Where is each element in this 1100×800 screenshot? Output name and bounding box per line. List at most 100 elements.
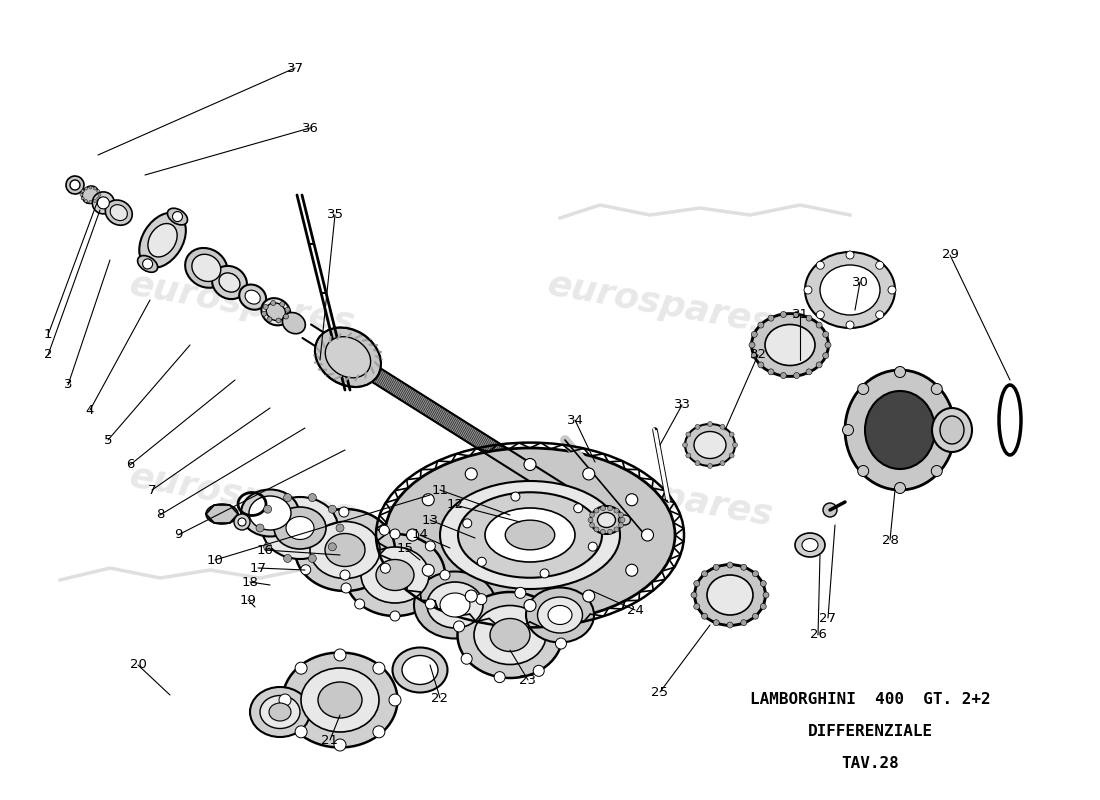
Ellipse shape — [393, 647, 448, 693]
Circle shape — [515, 587, 526, 598]
Text: 13: 13 — [421, 514, 439, 526]
Circle shape — [234, 514, 250, 530]
Circle shape — [858, 466, 869, 477]
Ellipse shape — [301, 668, 380, 732]
Ellipse shape — [318, 682, 362, 718]
Circle shape — [702, 614, 707, 619]
Text: eurospares: eurospares — [544, 267, 776, 341]
Circle shape — [816, 322, 822, 328]
Circle shape — [707, 422, 713, 426]
Circle shape — [534, 666, 544, 676]
Ellipse shape — [940, 416, 964, 444]
Ellipse shape — [345, 534, 446, 616]
Circle shape — [336, 524, 344, 532]
Circle shape — [524, 458, 536, 470]
Text: 7: 7 — [147, 483, 156, 497]
Circle shape — [97, 197, 100, 200]
Circle shape — [381, 563, 390, 574]
Circle shape — [740, 564, 747, 570]
Circle shape — [94, 199, 97, 202]
Circle shape — [85, 187, 88, 190]
Circle shape — [465, 590, 477, 602]
Text: 16: 16 — [256, 543, 274, 557]
Circle shape — [618, 512, 624, 518]
Circle shape — [340, 570, 350, 580]
Circle shape — [97, 190, 100, 193]
Ellipse shape — [219, 273, 240, 292]
Ellipse shape — [490, 618, 530, 651]
Ellipse shape — [820, 265, 880, 315]
Circle shape — [267, 317, 272, 322]
Ellipse shape — [212, 266, 248, 299]
Circle shape — [691, 592, 697, 598]
Circle shape — [720, 461, 725, 466]
Circle shape — [262, 311, 266, 316]
Text: 2: 2 — [44, 349, 53, 362]
Ellipse shape — [466, 599, 534, 654]
Circle shape — [354, 599, 364, 609]
Circle shape — [295, 662, 307, 674]
Circle shape — [858, 383, 869, 394]
Circle shape — [590, 512, 595, 518]
Circle shape — [264, 543, 272, 551]
Ellipse shape — [591, 506, 623, 534]
Circle shape — [341, 583, 351, 593]
Circle shape — [614, 527, 619, 532]
Text: 33: 33 — [673, 398, 691, 411]
Ellipse shape — [241, 490, 299, 537]
Ellipse shape — [427, 582, 483, 628]
Circle shape — [354, 541, 364, 551]
Circle shape — [729, 453, 734, 458]
Text: 17: 17 — [250, 562, 266, 574]
Circle shape — [816, 362, 822, 368]
Circle shape — [793, 311, 800, 318]
Circle shape — [932, 383, 943, 394]
Ellipse shape — [526, 587, 594, 642]
Ellipse shape — [414, 571, 496, 638]
Circle shape — [279, 302, 285, 306]
Circle shape — [694, 581, 700, 586]
Text: 9: 9 — [174, 529, 183, 542]
Circle shape — [727, 562, 733, 568]
Circle shape — [843, 425, 854, 435]
Circle shape — [804, 286, 812, 294]
Text: eurospares: eurospares — [126, 459, 358, 533]
Ellipse shape — [283, 653, 397, 747]
Circle shape — [685, 453, 691, 458]
Circle shape — [806, 369, 812, 375]
Ellipse shape — [324, 534, 365, 566]
Circle shape — [793, 373, 800, 378]
Ellipse shape — [597, 513, 616, 527]
Ellipse shape — [802, 538, 818, 551]
Circle shape — [894, 366, 905, 378]
Text: 4: 4 — [86, 403, 95, 417]
Circle shape — [256, 524, 264, 532]
Circle shape — [238, 518, 246, 526]
Ellipse shape — [310, 522, 380, 578]
Text: 37: 37 — [286, 62, 304, 74]
Text: 8: 8 — [156, 509, 164, 522]
Ellipse shape — [795, 533, 825, 557]
Text: eurospares: eurospares — [126, 267, 358, 341]
Circle shape — [588, 542, 597, 551]
Ellipse shape — [478, 609, 522, 645]
Circle shape — [540, 569, 549, 578]
Circle shape — [594, 508, 600, 513]
Ellipse shape — [402, 655, 438, 685]
Text: 30: 30 — [851, 275, 868, 289]
Text: 36: 36 — [301, 122, 318, 134]
Text: 27: 27 — [820, 611, 836, 625]
Circle shape — [780, 373, 786, 378]
Circle shape — [379, 526, 389, 535]
Ellipse shape — [295, 509, 395, 591]
Circle shape — [426, 541, 436, 551]
Circle shape — [760, 581, 767, 586]
Ellipse shape — [262, 497, 338, 559]
Circle shape — [264, 505, 272, 513]
Ellipse shape — [376, 559, 414, 590]
Circle shape — [276, 318, 280, 323]
Text: 24: 24 — [627, 603, 644, 617]
Circle shape — [81, 197, 85, 200]
Circle shape — [780, 311, 786, 318]
Circle shape — [946, 425, 957, 435]
